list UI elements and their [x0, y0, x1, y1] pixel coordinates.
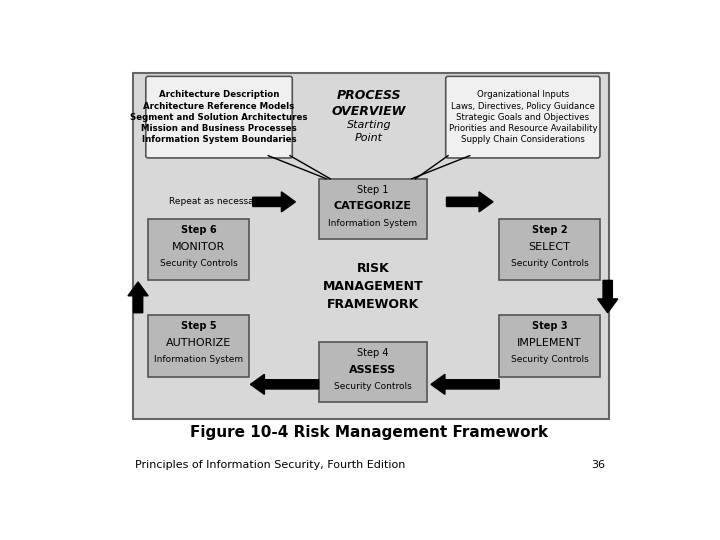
- Text: Step 5: Step 5: [181, 321, 216, 331]
- Text: SELECT: SELECT: [528, 241, 570, 252]
- Polygon shape: [128, 282, 148, 313]
- Polygon shape: [253, 192, 295, 212]
- FancyBboxPatch shape: [148, 219, 249, 280]
- Text: Information System: Information System: [154, 355, 243, 364]
- Text: Starting
Point: Starting Point: [347, 120, 391, 143]
- Polygon shape: [251, 374, 319, 394]
- Text: Principles of Information Security, Fourth Edition: Principles of Information Security, Four…: [135, 460, 405, 470]
- Text: Repeat as necessary: Repeat as necessary: [169, 197, 264, 206]
- Text: 36: 36: [591, 460, 606, 470]
- FancyBboxPatch shape: [499, 315, 600, 377]
- Polygon shape: [431, 374, 499, 394]
- Text: Step 3: Step 3: [532, 321, 567, 331]
- Text: RISK
MANAGEMENT
FRAMEWORK: RISK MANAGEMENT FRAMEWORK: [323, 262, 423, 311]
- Text: IMPLEMENT: IMPLEMENT: [517, 338, 582, 348]
- FancyBboxPatch shape: [319, 179, 427, 239]
- Text: MONITOR: MONITOR: [172, 241, 225, 252]
- Text: Step 1: Step 1: [357, 185, 389, 194]
- Text: Architecture Description
Architecture Reference Models
Segment and Solution Arch: Architecture Description Architecture Re…: [130, 91, 307, 144]
- FancyBboxPatch shape: [148, 315, 249, 377]
- FancyBboxPatch shape: [446, 76, 600, 158]
- Text: Information System: Information System: [328, 219, 418, 228]
- Polygon shape: [598, 280, 618, 313]
- Text: Figure 10-4 Risk Management Framework: Figure 10-4 Risk Management Framework: [190, 424, 548, 440]
- FancyBboxPatch shape: [132, 72, 609, 419]
- Text: Step 6: Step 6: [181, 225, 216, 234]
- Text: Security Controls: Security Controls: [334, 382, 412, 391]
- Text: Step 2: Step 2: [532, 225, 567, 234]
- Text: CATEGORIZE: CATEGORIZE: [334, 201, 412, 212]
- Polygon shape: [446, 192, 493, 212]
- Text: Security Controls: Security Controls: [510, 259, 588, 268]
- Text: Security Controls: Security Controls: [510, 355, 588, 364]
- Text: Organizational Inputs
Laws, Directives, Policy Guidance
Strategic Goals and Obje: Organizational Inputs Laws, Directives, …: [449, 91, 597, 144]
- Text: Step 4: Step 4: [357, 348, 389, 358]
- FancyBboxPatch shape: [319, 342, 427, 402]
- Text: ASSESS: ASSESS: [349, 364, 397, 375]
- Text: Security Controls: Security Controls: [160, 259, 238, 268]
- FancyBboxPatch shape: [499, 219, 600, 280]
- Text: AUTHORIZE: AUTHORIZE: [166, 338, 231, 348]
- FancyBboxPatch shape: [145, 76, 292, 158]
- Text: PROCESS
OVERVIEW: PROCESS OVERVIEW: [332, 90, 406, 118]
